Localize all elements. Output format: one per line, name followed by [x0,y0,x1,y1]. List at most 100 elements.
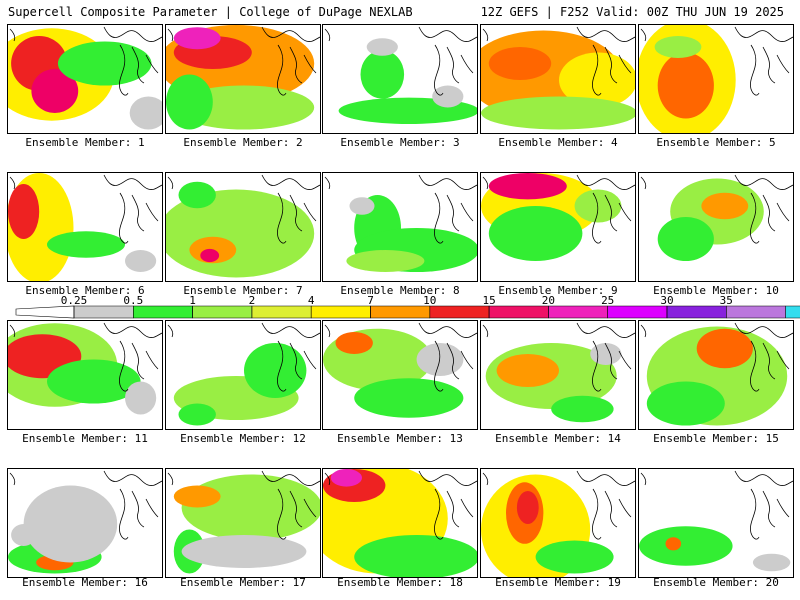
ensemble-member-caption: Ensemble Member: 6 [25,284,145,297]
scp-contour-blob [178,403,216,426]
scp-contour-blob [657,217,714,261]
scp-contour-blob [181,474,320,541]
colorbar-tick-label: 1 [189,296,196,307]
scp-contour-blob [496,354,559,387]
scp-contour-blob [551,395,614,423]
colorbar-band [726,305,786,319]
ensemble-member-10-map [638,172,794,282]
scp-contour-blob [432,85,464,108]
great-lakes-coastline [640,174,793,244]
scp-contour-blob [354,535,477,577]
ensemble-member-caption: Ensemble Member: 18 [337,576,463,589]
great-lakes-coastline [640,470,793,540]
scp-contour-blob [200,248,220,263]
sb-map-field [481,26,635,130]
great-lakes-coastline [324,470,477,540]
colorbar-tick-label: 4 [308,296,315,307]
ensemble-member-caption: Ensemble Member: 5 [656,136,776,149]
great-lakes-coastline [324,26,477,96]
scp-contour-blob [639,526,733,566]
ensemble-member-caption: Ensemble Member: 9 [498,284,618,297]
colorbar-tick-label: 15 [482,296,495,307]
scp-contour-blob [488,47,552,80]
scp-contour-blob [535,540,614,574]
sb-map-field [639,470,793,572]
scp-contour-blob [752,553,791,572]
sb-map-field [640,174,793,261]
colorbar-band [488,305,549,319]
scp-contour-blob [181,535,307,568]
ensemble-member-18-map [322,468,478,578]
ensemble-member-11-map [7,320,163,430]
ensemble-member-caption: Ensemble Member: 1 [25,136,145,149]
colorbar-tick-label: 10 [423,296,436,307]
ensemble-member-6-map [7,172,163,282]
great-lakes-coastline [482,26,635,96]
great-lakes-coastline [167,26,320,96]
scp-contour-blob [481,96,635,130]
ensemble-member-8-map [322,172,478,282]
scp-contour-blob [654,36,702,58]
scp-contour-blob [590,343,622,365]
sb-map-field [482,322,635,423]
ensemble-member-caption: Ensemble Member: 13 [337,432,463,445]
colorbar-tick-label: 20 [542,296,555,307]
ensemble-member-caption: Ensemble Member: 10 [653,284,779,297]
ensemble-member-caption: Ensemble Member: 11 [22,432,148,445]
scp-contour-blob [559,52,635,108]
ensemble-member-caption: Ensemble Member: 12 [180,432,306,445]
colorbar-band [133,305,193,319]
sb-map-field [324,26,477,124]
colorbar-band [370,305,431,319]
ensemble-member-14-map [480,320,636,430]
colorbar-band [666,305,727,319]
great-lakes-coastline [482,470,635,540]
colorbar-legend: 0.25 0.5 1 2 4 7 10 15 20 25 30 35 [15,296,800,319]
scp-contour-blob [657,52,714,119]
scp-contour-blob [47,359,141,404]
ensemble-member-5-map [638,24,794,134]
scp-contour-blob [166,74,213,130]
scp-contour-blob [346,250,425,272]
scp-contour-blob [488,173,567,200]
scp-contour-blob [335,332,373,354]
great-lakes-coastline [9,174,162,244]
scp-contour-blob [349,197,375,215]
colorbar-tick-label: 25 [601,296,614,307]
scp-contour-blob [8,184,40,239]
scp-contour-blob [516,491,539,524]
colorbar-tick-label: 0.5 [123,296,143,307]
sb-map-field [323,469,477,577]
scp-contour-blob [330,469,362,487]
ensemble-member-2-map [165,24,321,134]
scp-contour-blob [665,537,682,551]
colorbar-tick-label: 30 [660,296,673,307]
colorbar-tick-label: 0.25 [61,296,88,307]
colorbar-band [310,305,371,319]
great-lakes-coastline [167,470,320,540]
great-lakes-coastline [167,322,320,392]
scp-contour-blob [129,96,162,130]
ensemble-member-caption: Ensemble Member: 15 [653,432,779,445]
scp-contour-blob [360,50,405,99]
ensemble-member-caption: Ensemble Member: 16 [22,576,148,589]
colorbar-band [251,305,312,319]
scp-contour-blob [696,328,753,369]
great-lakes-coastline [324,322,477,392]
great-lakes-coastline [9,470,162,540]
great-lakes-coastline [482,322,635,392]
scp-contour-blob [701,192,749,220]
sb-map-field [481,470,635,577]
ensemble-member-caption: Ensemble Member: 17 [180,576,306,589]
run-info: 12Z GEFS | F252 Valid: 00Z THU JUN 19 20… [480,5,784,19]
sb-map-field [323,322,477,418]
sb-map-field [640,322,793,426]
sb-map-field [639,25,793,133]
colorbar-tick-label: 35 [720,296,733,307]
scp-contour-blob [488,206,583,261]
sb-map-field [8,322,162,415]
colorbar-band [429,305,490,319]
ensemble-member-caption: Ensemble Member: 2 [183,136,303,149]
ensemble-member-caption: Ensemble Member: 19 [495,576,621,589]
ensemble-member-caption: Ensemble Member: 14 [495,432,621,445]
